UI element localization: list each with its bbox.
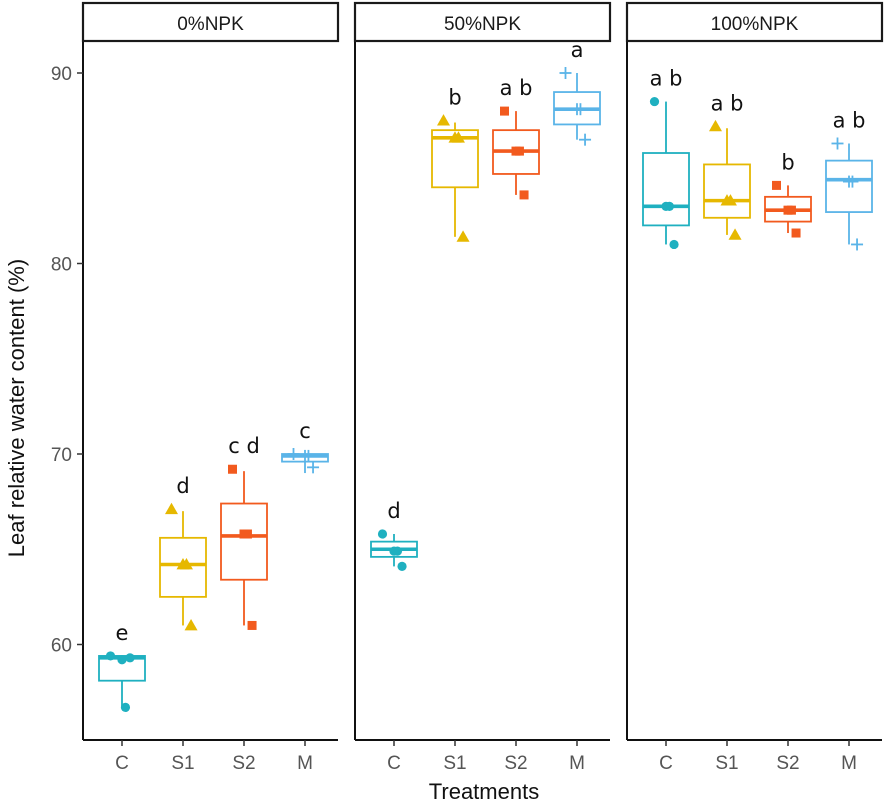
- data-point-plus: [559, 67, 572, 79]
- significance-letter: d: [387, 499, 400, 523]
- significance-letter: c: [299, 419, 311, 443]
- data-point-circle: [669, 239, 679, 250]
- box-group-0pct-NPK-S2: c d: [220, 434, 268, 630]
- box-group-50pct-NPK-S1: b: [431, 86, 479, 242]
- data-point-circle: [105, 651, 116, 661]
- iqr-box: [220, 502, 268, 581]
- data-point-plus: [307, 461, 320, 474]
- y-axis-title: Leaf relative water content (%): [4, 259, 29, 557]
- data-point-square: [228, 464, 237, 474]
- significance-letter: d: [176, 474, 189, 498]
- data-point-circle: [377, 529, 388, 539]
- box-group-100pct-NPK-S2: b: [764, 150, 812, 238]
- data-point-circle: [125, 653, 135, 663]
- mean-marker: [176, 557, 190, 570]
- significance-letter: a b: [833, 108, 866, 132]
- data-point-square: [772, 180, 781, 190]
- iqr-box: [703, 163, 751, 219]
- data-point-plus: [579, 133, 592, 146]
- facet-strip-label: 50%NPK: [444, 14, 521, 35]
- mean-marker: [448, 131, 462, 143]
- significance-letter: e: [116, 621, 129, 645]
- x-tick-label: M: [297, 753, 313, 774]
- x-tick-label: M: [569, 753, 585, 774]
- x-tick-label: S2: [776, 753, 799, 774]
- mean-marker: [299, 449, 311, 462]
- box-group-50pct-NPK-S2: a b: [492, 76, 540, 200]
- significance-letter: a: [571, 38, 584, 62]
- significance-letter: a b: [650, 67, 683, 91]
- facet-panels: C S1 S2 M C S1 S2 M C S1 S2 M: [82, 42, 882, 774]
- y-tick-label: 60: [51, 636, 72, 657]
- mean-marker: [720, 194, 734, 206]
- mean-marker: [117, 655, 127, 665]
- facet-strip-box: [625, 1, 884, 43]
- box-group-50pct-NPK-M: a: [553, 38, 601, 146]
- significance-letter: b: [781, 150, 794, 174]
- x-tick-label: S2: [232, 753, 255, 774]
- data-point-triangle: [184, 618, 198, 631]
- iqr-box: [642, 152, 690, 227]
- significance-letter: c d: [228, 434, 260, 458]
- box-group-0pct-NPK-S1: d: [159, 474, 207, 631]
- x-tick-label: S1: [443, 753, 466, 774]
- data-point-square: [519, 190, 529, 200]
- facet-strip-label: 0%NPK: [177, 14, 244, 35]
- mean-marker: [843, 175, 855, 188]
- mean-marker: [661, 201, 671, 211]
- y-tick-label: 70: [51, 445, 72, 466]
- data-point-circle: [120, 702, 131, 712]
- data-point-triangle: [437, 114, 450, 126]
- data-point-plus: [831, 137, 844, 150]
- data-point-triangle: [709, 119, 722, 132]
- significance-letter: a b: [500, 76, 533, 100]
- x-tick-label: S2: [504, 753, 527, 774]
- data-point-square: [791, 228, 801, 238]
- x-tick-label: C: [387, 753, 401, 774]
- data-point-triangle: [165, 502, 178, 515]
- data-point-triangle: [728, 228, 742, 240]
- significance-letter: b: [448, 86, 461, 110]
- data-point-plus: [287, 448, 300, 460]
- mean-marker: [389, 546, 399, 556]
- data-point-triangle: [456, 230, 470, 242]
- plot-marks: e d c d c d b a b a a b a b b a b: [98, 38, 873, 712]
- facet-strip-box: [81, 1, 340, 43]
- x-tick-label: M: [841, 753, 857, 774]
- data-point-square: [500, 106, 509, 116]
- box-group-50pct-NPK-C: d: [370, 499, 418, 571]
- box-group-100pct-NPK-C: a b: [642, 67, 690, 250]
- facet-strip-box: [353, 1, 612, 43]
- x-tick-label: C: [659, 753, 673, 774]
- mean-marker: [783, 205, 793, 215]
- significance-letter: a b: [711, 91, 744, 115]
- x-tick-label: S1: [171, 753, 194, 774]
- data-point-circle: [649, 96, 660, 107]
- mean-marker: [511, 146, 521, 156]
- y-tick-label: 80: [51, 255, 72, 276]
- y-tick-label: 90: [51, 64, 72, 85]
- data-point-circle: [397, 561, 407, 571]
- facet-strips: 0%NPK 50%NPK 100%NPK: [81, 1, 884, 43]
- x-axis-title: Treatments: [429, 779, 539, 804]
- box-group-100pct-NPK-S1: a b: [703, 91, 751, 240]
- facet-strip-label: 100%NPK: [711, 14, 799, 35]
- x-tick-label: S1: [715, 753, 738, 774]
- mean-marker: [571, 103, 583, 116]
- box-group-0pct-NPK-M: c: [281, 419, 329, 474]
- mean-marker: [239, 529, 249, 539]
- box-group-0pct-NPK-C: e: [98, 621, 146, 712]
- data-point-plus: [851, 238, 864, 251]
- x-tick-label: C: [115, 753, 129, 774]
- data-point-square: [247, 620, 257, 630]
- y-axis: 60 70 80 90: [51, 64, 83, 657]
- box-group-100pct-NPK-M: a b: [825, 108, 873, 251]
